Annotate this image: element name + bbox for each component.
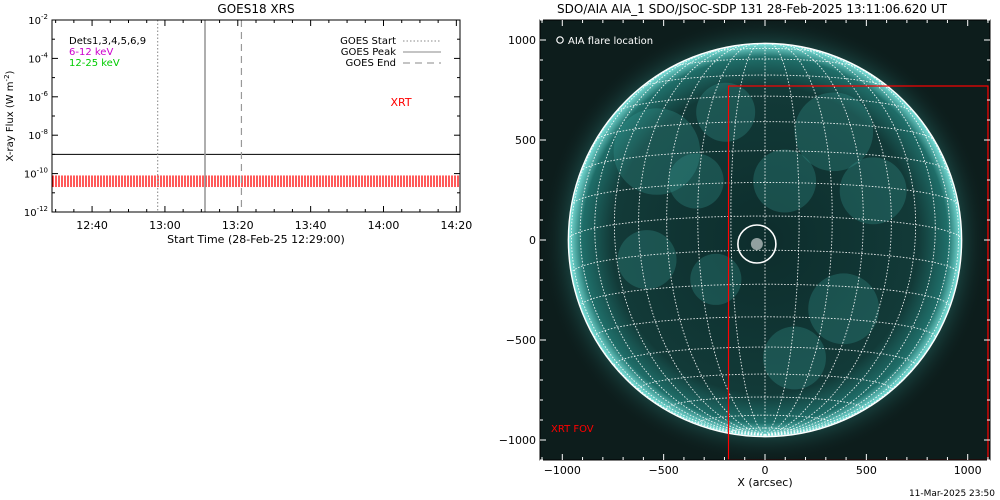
footer-timestamp: 11-Mar-2025 23:50 [909,489,995,499]
active-region-glow [690,253,742,305]
grid-line [764,43,833,436]
grid-line [764,43,864,436]
xrt-label: XRT [390,96,411,109]
grid-line [571,182,959,206]
aia-y-tick-label: −500 [506,334,536,347]
goes-x-tick-label: 13:20 [222,219,254,232]
dets-label: Dets1,3,4,5,6,9 [69,36,146,47]
aia-y-tick-label: 0 [529,234,536,247]
flare-legend-icon [556,36,564,44]
grid-line [567,215,963,241]
xrt-fov-box [727,85,989,460]
goes-x-tick-label: 13:40 [295,219,327,232]
grid-line [613,45,766,436]
grid-line [666,43,766,436]
grid-line [638,44,766,436]
goes-y-tick-label: 10-6 [28,90,48,104]
goes-chart-title: GOES18 XRS [217,2,294,16]
aia-xlabel: X (arcsec) [737,476,792,489]
active-region-glow [613,108,701,195]
active-region-glow [839,157,907,225]
goes-x-tick-label: 12:40 [76,219,108,232]
grid-line [701,47,829,55]
aia-y-tick-label: 500 [515,134,536,147]
flare-location-marker [737,224,777,264]
aia-x-tick-label: 0 [762,464,769,477]
goes-ylabel: X-ray Flux (W m-2) [3,70,16,161]
grid-line [594,47,766,436]
grid-line [570,79,766,436]
legend-goes-end: GOES End [346,58,396,69]
active-region-glow [696,82,756,142]
goes-xlabel: Start Time (28-Feb-25 12:29:00) [167,233,345,246]
aia-x-tick-label: −500 [649,464,679,477]
aia-axes: −1000 −500 0 500 1000 1000 500 0 −500 −1000 [499,19,990,477]
aia-x-tick-label: 1000 [954,464,982,477]
flare-bright-kernel [750,238,763,250]
grid-line [614,95,916,113]
heliographic-grid [567,43,963,436]
goes-y-tick-label: 10-12 [24,205,48,219]
legend-12-25-kev: 12-25 keV [69,58,120,69]
active-region-glow [808,273,880,345]
aia-map: SDO/AIA AIA_1 SDO/JSOC-SDP 131 28-Feb-20… [499,2,991,489]
flare-legend-label: AIA flare location [568,36,653,47]
active-regions [613,82,907,390]
active-region-glow [668,153,724,209]
goes-y-tick-label: 10-4 [28,51,48,65]
grid-line [764,47,936,436]
goes-ylabel-close: ) [5,70,16,74]
goes-y-tick-label: 10-8 [28,128,48,142]
flare-location-circle [737,224,777,264]
goes-chart: GOES18 XRS 12:40 13:00 13:20 13:40 14:00 14:2… [3,2,472,246]
goes-y-tick-label: 10-2 [28,13,48,27]
legend-6-12-kev: 6-12 keV [69,47,113,58]
goes-y-tick-label: 10-10 [24,167,48,181]
grid-line [764,45,917,436]
active-region-glow [794,92,874,172]
grid-line [764,53,951,436]
grid-line [666,396,864,409]
active-region-glow [763,326,826,390]
grid-line [764,43,800,436]
goes-ylabel-main: X-ray Flux (W m [5,81,16,161]
goes-axes: 12:40 13:00 13:20 13:40 14:00 14:20 10-2 10-4 10… [24,13,472,232]
xrt-fov-label: XRT FOV [551,424,594,435]
solar-limb [567,42,963,438]
grid-line [595,121,935,141]
grid-line [669,58,861,69]
grid-line [580,150,950,172]
goes-x-tick-label: 13:00 [149,219,181,232]
legend-goes-start: GOES Start [340,36,396,47]
grid-line [579,53,766,436]
aia-y-tick-label: 1000 [508,34,536,47]
aia-x-tick-label: −1000 [544,464,581,477]
active-region-glow [753,149,817,213]
grid-line [640,74,890,89]
aia-image [540,20,990,460]
goes-plot-area [52,20,460,212]
goes-x-tick-label: 14:20 [441,219,473,232]
aia-x-tick-label: 500 [856,464,877,477]
aia-y-tick-label: −1000 [499,434,536,447]
legend-goes-peak: GOES Peak [341,47,396,58]
grid-line [764,44,892,436]
goes-x-tick-label: 14:00 [368,219,400,232]
goes-ylabel-exp: -2 [3,74,11,81]
grid-line [697,43,766,436]
active-region-glow [617,230,677,290]
grid-line [764,79,960,436]
aia-map-title: SDO/AIA AIA_1 SDO/JSOC-SDP 131 28-Feb-20… [557,2,948,16]
grid-line [730,43,766,436]
